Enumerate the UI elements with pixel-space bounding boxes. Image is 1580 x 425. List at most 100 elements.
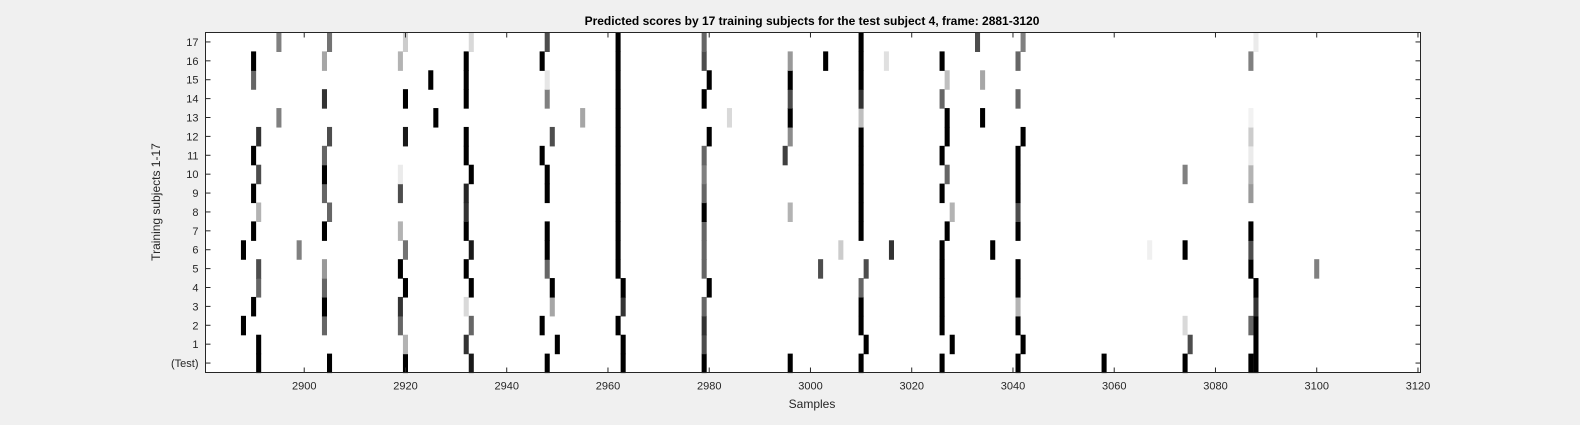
score-cell <box>256 202 262 222</box>
score-cells <box>240 32 1320 374</box>
score-cell <box>615 240 621 260</box>
score-cell <box>397 315 403 336</box>
score-cell <box>1248 315 1254 336</box>
plot-area <box>205 32 1421 373</box>
score-cell <box>1020 32 1026 52</box>
score-cell <box>701 353 707 374</box>
score-cell <box>463 183 469 204</box>
score-cell <box>858 70 864 90</box>
score-cell <box>463 296 469 317</box>
y-tick-label: 13 <box>186 113 198 125</box>
score-cell <box>321 164 327 185</box>
score-cell <box>321 315 327 336</box>
score-cell <box>1015 51 1021 71</box>
score-cell <box>858 221 864 241</box>
y-tick-label: 5 <box>192 264 198 276</box>
x-tick-label: 3080 <box>1203 381 1227 393</box>
score-cell <box>1248 126 1254 147</box>
score-cell <box>1182 164 1188 185</box>
score-cell <box>701 296 707 317</box>
score-cell <box>463 221 469 241</box>
score-cell <box>1248 108 1254 128</box>
score-cell <box>296 240 302 260</box>
score-cell <box>1182 315 1188 336</box>
y-tick-label: 17 <box>186 37 198 49</box>
y-tick-label: 15 <box>186 75 198 87</box>
score-cell <box>858 278 864 298</box>
x-tick-label: 3100 <box>1304 381 1328 393</box>
score-cell <box>701 51 707 71</box>
score-cell <box>949 202 955 222</box>
score-cell <box>428 70 434 90</box>
score-cell <box>701 145 707 166</box>
y-tick-label: 12 <box>186 131 198 143</box>
plot-frame <box>205 32 1421 373</box>
score-cell <box>863 334 869 355</box>
score-cell <box>1182 353 1188 374</box>
score-cell <box>544 259 550 279</box>
score-cell <box>1015 202 1021 222</box>
score-cell <box>701 32 707 52</box>
score-cell <box>544 183 550 204</box>
score-cell <box>1015 315 1021 336</box>
x-tick-label: 3060 <box>1102 381 1126 393</box>
score-cell <box>240 240 246 260</box>
score-cell <box>1248 259 1254 279</box>
score-cell <box>858 145 864 166</box>
score-cell <box>1248 164 1254 185</box>
y-tick-label: 4 <box>192 283 198 295</box>
score-cell <box>1248 183 1254 204</box>
score-cell <box>615 70 621 90</box>
score-cell <box>944 164 950 185</box>
score-cell <box>1020 126 1026 147</box>
y-axis-label: Training subjects 1-17 <box>149 143 163 261</box>
score-cell <box>1015 296 1021 317</box>
score-cell <box>944 126 950 147</box>
score-cell <box>1015 353 1021 374</box>
score-cell <box>1253 32 1259 52</box>
score-cell <box>726 108 732 128</box>
score-cell <box>615 89 621 109</box>
y-tick-label: 11 <box>187 150 198 162</box>
y-tick-label: 6 <box>192 245 198 257</box>
score-cell <box>787 202 793 222</box>
score-cell <box>463 89 469 109</box>
score-cell <box>327 32 333 52</box>
score-cell <box>463 334 469 355</box>
score-cell <box>1253 334 1259 355</box>
score-cell <box>939 183 945 204</box>
score-cell <box>321 51 327 71</box>
score-cell <box>980 108 986 128</box>
score-cell <box>397 51 403 71</box>
score-cell <box>1253 353 1259 374</box>
score-cell <box>701 89 707 109</box>
score-cell <box>787 353 793 374</box>
y-tick-label: 10 <box>186 169 198 181</box>
score-cell <box>1248 145 1254 166</box>
score-cell <box>468 278 474 298</box>
score-cell <box>549 126 555 147</box>
score-cell <box>539 315 545 336</box>
score-cell <box>701 259 707 279</box>
score-cell <box>939 296 945 317</box>
score-cell <box>463 202 469 222</box>
score-cell <box>468 240 474 260</box>
score-cell <box>327 353 333 374</box>
y-tick-label: 2 <box>192 320 198 332</box>
score-cell <box>1314 259 1320 279</box>
score-cell <box>858 296 864 317</box>
score-cell <box>1248 221 1254 241</box>
score-cell <box>402 334 408 355</box>
score-cell <box>620 334 626 355</box>
score-cell <box>620 353 626 374</box>
score-cell <box>823 51 829 71</box>
score-cell <box>1253 296 1259 317</box>
score-cell <box>251 70 257 90</box>
score-cell <box>706 70 712 90</box>
score-cell <box>1015 89 1021 109</box>
x-tick-label: 3000 <box>798 381 822 393</box>
score-cell <box>256 259 262 279</box>
score-cell <box>433 108 439 128</box>
score-cell <box>397 164 403 185</box>
score-cell <box>1248 240 1254 260</box>
